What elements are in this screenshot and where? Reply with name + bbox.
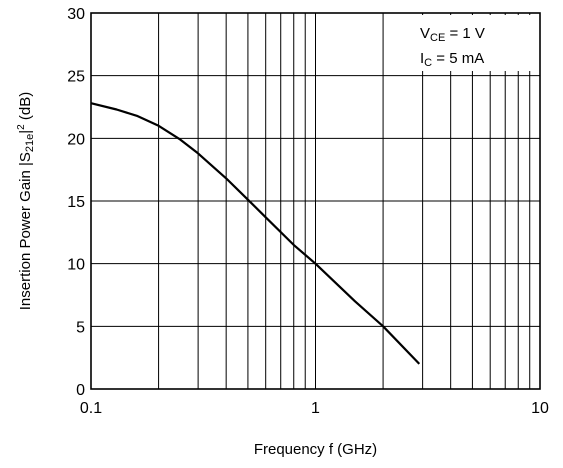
y-tick-label: 15 [67, 194, 85, 211]
y-tick-label: 25 [67, 69, 85, 86]
y-tick-label: 0 [76, 382, 85, 399]
grid [91, 13, 540, 389]
y-tick-label: 20 [67, 131, 85, 148]
y-axis-label: Insertion Power Gain |S21e|2 (dB) [16, 92, 36, 310]
y-tick-label: 5 [76, 319, 85, 336]
plot-frame [90, 12, 541, 390]
x-tick-labels: 0.1 1 10 [80, 400, 549, 417]
annotation-line-vce: VCE = 1 V [420, 25, 485, 44]
annotation-box [410, 15, 538, 71]
y-tick-label: 30 [67, 6, 85, 23]
x-axis-label: Frequency f (GHz) [254, 441, 377, 458]
x-tick-label: 1 [311, 400, 320, 417]
y-tick-label: 10 [67, 257, 85, 274]
series [90, 102, 421, 365]
annotation-line-ic: IC = 5 mA [420, 50, 484, 69]
gain-curve [90, 102, 421, 365]
y-tick-labels: 0 5 10 15 20 25 30 [67, 6, 85, 399]
x-tick-label: 10 [531, 400, 549, 417]
x-tick-label: 0.1 [80, 400, 102, 417]
